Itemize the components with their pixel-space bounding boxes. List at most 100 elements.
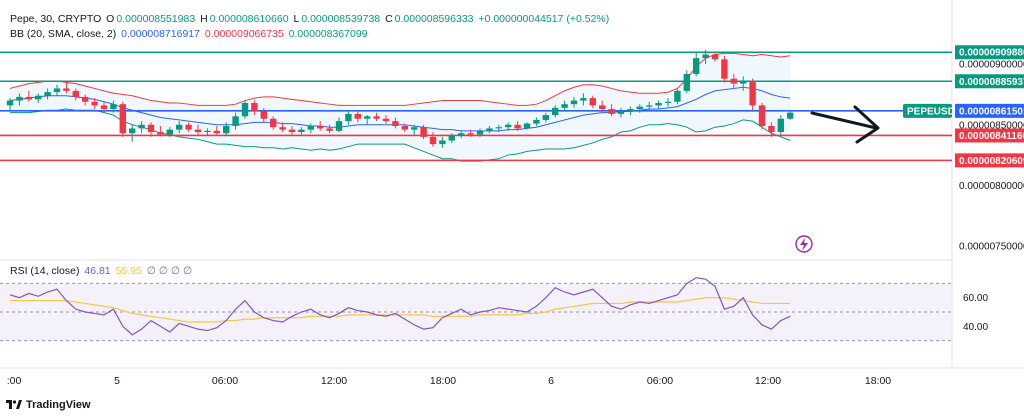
candle-body bbox=[636, 106, 643, 110]
bolt-glyph-icon bbox=[800, 238, 808, 251]
candle-body bbox=[439, 140, 446, 145]
candle-body bbox=[702, 54, 709, 59]
time-label-5: 6 bbox=[548, 375, 554, 387]
price-label-7: 0.000008000000 bbox=[959, 181, 1024, 192]
tradingview-icon bbox=[6, 400, 22, 409]
annotation-arrow-head bbox=[853, 105, 880, 144]
candle-body bbox=[335, 121, 343, 131]
candle-body bbox=[288, 129, 296, 133]
candle-body bbox=[740, 81, 747, 84]
candle-body bbox=[364, 116, 371, 119]
time-label-1: 5 bbox=[114, 375, 120, 387]
rsi-ma-value: 55.95 bbox=[115, 265, 142, 277]
close-label: C bbox=[385, 13, 393, 25]
candle-body bbox=[505, 124, 512, 128]
candle-body bbox=[307, 125, 314, 130]
symbol-title[interactable]: Pepe, 30, CRYPTO bbox=[10, 13, 102, 25]
price-label-bg-5 bbox=[955, 128, 1024, 143]
brand-label: TradingView bbox=[26, 399, 91, 411]
candle-body bbox=[354, 113, 361, 119]
candle-body bbox=[6, 100, 14, 106]
bb-label[interactable]: BB (20, SMA, close, 2) bbox=[10, 28, 117, 40]
candle-body bbox=[223, 125, 230, 134]
candle-body bbox=[552, 107, 559, 116]
rsi-label[interactable]: RSI (14, close) bbox=[10, 265, 80, 277]
rsi-pane bbox=[0, 277, 952, 342]
candle-body bbox=[448, 135, 455, 141]
candle-body bbox=[25, 96, 32, 100]
candle-body bbox=[476, 130, 484, 135]
candle-body bbox=[721, 59, 728, 79]
low-value: 0.000008539738 bbox=[301, 13, 381, 25]
candle-body bbox=[523, 123, 531, 129]
price-label-bg-6 bbox=[955, 153, 1024, 168]
candlestick-series bbox=[6, 49, 794, 148]
rsi-legend: RSI (14, close) 46.81 55.95 ∅ ∅ ∅ ∅ bbox=[10, 264, 194, 278]
price-label-2: 0.000008859374 bbox=[959, 77, 1024, 88]
candle-body bbox=[119, 104, 126, 134]
time-label-2: 06:00 bbox=[212, 375, 238, 387]
high-value: 0.000008610660 bbox=[209, 13, 289, 25]
time-label-6: 06:00 bbox=[647, 375, 673, 387]
open-label: O bbox=[106, 13, 115, 25]
candle-body bbox=[326, 128, 333, 131]
candle-body bbox=[373, 116, 380, 119]
candle-body bbox=[157, 132, 164, 135]
candle-body bbox=[411, 127, 418, 130]
annotations bbox=[795, 105, 880, 253]
bb-lower-value: 0.000008367099 bbox=[288, 28, 368, 40]
rsi-scale-label-0: 60.00 bbox=[963, 293, 988, 304]
candle-body bbox=[570, 100, 578, 105]
low-label: L bbox=[293, 13, 300, 25]
close-value: 0.000008596333 bbox=[394, 13, 474, 25]
candle-body bbox=[768, 125, 775, 133]
candle-body bbox=[467, 133, 474, 135]
candle-body bbox=[194, 129, 202, 133]
price-label-bg-2 bbox=[955, 74, 1024, 89]
candle-body bbox=[53, 88, 61, 93]
candle-body bbox=[232, 116, 239, 126]
candle-body bbox=[82, 96, 89, 102]
price-label-4: 0.000008500000 bbox=[959, 120, 1024, 131]
candle-body bbox=[129, 128, 136, 134]
annotation-arrow-shaft bbox=[810, 111, 878, 130]
price-label-1: 0.00000900000 bbox=[959, 60, 1024, 71]
candle-body bbox=[251, 102, 258, 112]
rsi-ma-line bbox=[10, 297, 791, 323]
horizontal-levels[interactable] bbox=[0, 51, 952, 162]
candle-body bbox=[580, 98, 587, 101]
open-value: 0.000008551983 bbox=[116, 13, 196, 25]
bb-basis-value: 0.000008716917 bbox=[121, 28, 200, 40]
rsi-extra-values: ∅ ∅ ∅ ∅ bbox=[146, 265, 193, 277]
candle-body bbox=[777, 118, 784, 133]
candle-body bbox=[382, 118, 390, 122]
candle-body bbox=[599, 105, 606, 110]
bb-basis-line bbox=[9, 86, 791, 132]
candle-body bbox=[138, 124, 145, 129]
candle-body bbox=[420, 127, 427, 137]
price-label-5: 0.000008411669 bbox=[959, 131, 1024, 142]
symbol-tag-bg bbox=[903, 103, 952, 118]
bollinger-bands bbox=[9, 52, 791, 162]
candle-body bbox=[458, 133, 465, 136]
rsi-line bbox=[9, 277, 791, 336]
candle-body bbox=[392, 121, 399, 126]
candle-body bbox=[533, 119, 540, 124]
candle-body bbox=[646, 105, 653, 107]
candle-body bbox=[241, 102, 249, 117]
candle-body bbox=[589, 98, 596, 106]
time-axis[interactable]: :00 5 06:00 12:00 18:00 6 06:00 12:00 18:00 bbox=[7, 375, 892, 387]
price-label-bg-0 bbox=[955, 45, 1024, 60]
candle-body bbox=[72, 90, 79, 97]
candle-body bbox=[345, 113, 352, 122]
candle-body bbox=[693, 58, 700, 74]
candle-body bbox=[674, 90, 681, 102]
candle-body bbox=[91, 101, 98, 106]
symbol-legend: Pepe, 30, CRYPTO O 0.000008551983 H 0.0000… bbox=[10, 12, 611, 26]
tradingview-logo[interactable]: TradingView bbox=[6, 399, 91, 411]
candle-body bbox=[664, 101, 672, 103]
candle-body bbox=[627, 109, 634, 112]
candle-body bbox=[495, 127, 502, 129]
